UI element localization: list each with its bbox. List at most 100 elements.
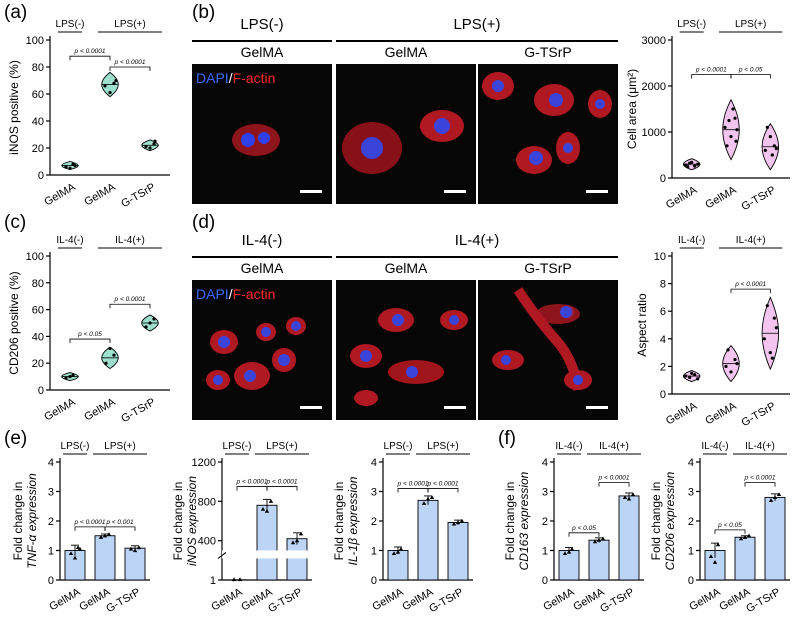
y-axis-label: Aspect ratio [635, 293, 649, 357]
x-tick-label: GelMA [541, 586, 577, 614]
p-value-label: p < 0.001 [105, 519, 134, 526]
group-label: LPS(-) [61, 441, 90, 452]
x-tick-label: GelMA [703, 184, 739, 212]
data-point [763, 148, 767, 152]
y-tick-label: 1 [688, 546, 694, 558]
cell-image [492, 287, 592, 391]
y-tick-label: 0 [371, 575, 377, 587]
data-point [451, 521, 457, 526]
data-point [715, 542, 721, 547]
group-label: LPS(+) [427, 441, 458, 452]
material-label-d-2: GelMA [384, 260, 428, 276]
group-label: LPS(+) [735, 19, 766, 30]
data-point [600, 536, 606, 541]
micrograph-d-gelma-il4-neg: DAPI/F-actin [192, 280, 332, 420]
data-point [686, 164, 690, 169]
p-value-label: p < 0.05 [571, 525, 596, 532]
x-tick-label: GelMA [82, 396, 118, 424]
chart-e-inos: 1 400 800 1200 Fold change in iNOS expression… [171, 441, 312, 615]
data-point [144, 325, 148, 329]
data-point [73, 163, 77, 168]
condition-right-b: LPS(+) [453, 16, 501, 33]
panel-label-b: (b) [192, 2, 216, 23]
cell-image [342, 110, 464, 174]
y-axis-label: iNOS expression [185, 476, 199, 566]
data-point [391, 551, 397, 556]
x-tick-label: G-TSrP [119, 396, 157, 425]
p-value-label: p < 0.05 [738, 67, 763, 74]
data-point [729, 370, 733, 374]
y-tick-label: 1 [210, 575, 216, 587]
data-point [768, 351, 772, 355]
data-point [690, 371, 694, 375]
y-tick-label: 3 [48, 487, 54, 499]
y-tick-label: 400 [198, 536, 216, 548]
y-tick-label: 2 [660, 361, 666, 373]
data-point [112, 81, 116, 85]
significance-bracket [730, 288, 771, 294]
significance-bracket [427, 488, 459, 493]
data-point [765, 304, 769, 308]
data-point [77, 546, 83, 551]
condition-line-right-d [336, 256, 618, 258]
data-point [75, 545, 81, 550]
data-point [102, 533, 108, 538]
material-label-b-1: GelMA [240, 44, 284, 60]
micrograph-b-gelma-lps-pos [336, 64, 476, 204]
significance-bracket [109, 66, 151, 71]
data-point [738, 536, 744, 541]
bar [417, 499, 439, 581]
group-label: LPS(+) [104, 441, 135, 452]
group-label: LPS(-) [384, 441, 413, 452]
y-axis-label: Fold change in [649, 482, 663, 561]
y-tick-label: 80 [32, 62, 44, 74]
data-point [622, 495, 628, 499]
y-axis-label: Fold change in [11, 482, 25, 561]
material-label-d-3: G-TSrP [524, 260, 572, 276]
data-point [734, 139, 738, 143]
data-point [398, 546, 404, 551]
y-tick-label: 10 [654, 251, 666, 263]
condition-line-right-b [336, 40, 618, 42]
data-point [733, 116, 737, 120]
chart-f-cd163: 0 1 2 3 4 Fold change in CD163 expression GelMA… [503, 441, 644, 615]
p-value-label: p < 0.0001 [598, 475, 630, 482]
data-point [294, 538, 300, 543]
scale-bar [586, 406, 608, 409]
data-point [144, 145, 148, 149]
cell-image [232, 124, 280, 156]
data-point [630, 492, 636, 497]
p-value-label: p < 0.0001 [236, 479, 268, 486]
axis-break-mark [217, 552, 227, 559]
data-point [772, 495, 778, 499]
material-label-b-2: GelMA [384, 44, 428, 60]
data-point [742, 535, 748, 539]
data-point [729, 135, 733, 139]
y-tick-label: 0 [688, 575, 694, 587]
data-point [735, 128, 739, 132]
x-tick-label: G-TSrP [598, 586, 636, 615]
data-point [298, 531, 304, 536]
significance-bracket [69, 55, 111, 61]
y-axis-label: CD206 positive (%) [7, 271, 21, 374]
significance-bracket [104, 526, 136, 531]
significance-bracket [74, 526, 106, 531]
condition-right-d: IL-4(+) [454, 232, 500, 249]
data-point [727, 118, 731, 123]
data-point [626, 496, 632, 501]
y-tick-label: 40 [32, 116, 44, 128]
data-point [425, 496, 431, 501]
data-point [772, 316, 776, 320]
data-point [260, 507, 266, 511]
x-tick-label: G-TSrP [744, 586, 782, 615]
y-tick-label: 4 [660, 334, 666, 346]
x-tick-label: GelMA [42, 396, 78, 424]
p-value-label: p < 0.0001 [74, 48, 106, 55]
y-tick-label: 8 [660, 279, 666, 291]
group-label: LPS(-) [56, 19, 85, 30]
data-point [103, 84, 107, 88]
material-label-d-1: GelMA [240, 260, 284, 276]
data-point [772, 144, 776, 148]
